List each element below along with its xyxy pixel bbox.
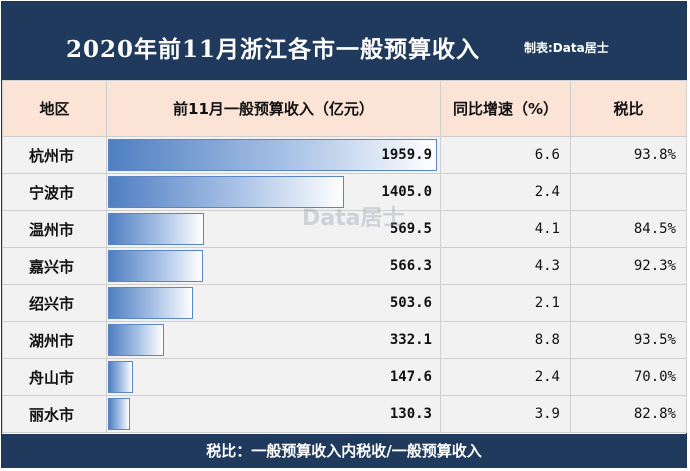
title-bar: 2020年前11月浙江各市一般预算收入 制表:Data居士 — [2, 2, 686, 80]
revenue-cell: 566.3 — [106, 247, 441, 285]
region-cell: 温州市 — [2, 210, 107, 248]
revenue-bar — [108, 213, 204, 245]
tax-ratio-cell: 84.5% — [570, 210, 687, 248]
growth-cell: 2.4 — [440, 173, 571, 211]
credit-label: 制表:Data居士 — [524, 41, 609, 55]
growth-cell: 8.8 — [440, 321, 571, 359]
tax-ratio-cell: 93.5% — [570, 321, 687, 359]
tax-ratio-cell: 92.3% — [570, 247, 687, 285]
revenue-bar — [108, 324, 164, 356]
revenue-bar — [108, 287, 193, 319]
tax-ratio-cell: 70.0% — [570, 358, 687, 396]
table-row: 舟山市 147.6 2.4 70.0% — [2, 358, 687, 396]
growth-cell: 2.1 — [440, 284, 571, 322]
table-row: 嘉兴市 566.3 4.3 92.3% — [2, 247, 687, 285]
growth-cell: 6.6 — [440, 136, 571, 174]
revenue-value: 1959.9 — [381, 147, 432, 163]
page-title: 2020年前11月浙江各市一般预算收入 — [66, 36, 481, 63]
column-header-region: 地区 — [2, 80, 107, 137]
data-table: 地区 前11月一般预算收入（亿元） 同比增速（%） 税比 杭州市 1959.9 … — [2, 80, 687, 433]
revenue-cell: 1405.0 — [106, 173, 441, 211]
revenue-cell: 130.3 — [106, 395, 441, 433]
revenue-value: 332.1 — [389, 332, 432, 348]
region-cell: 绍兴市 — [2, 284, 107, 322]
region-cell: 舟山市 — [2, 358, 107, 396]
revenue-cell: 1959.9 — [106, 136, 441, 174]
tax-ratio-cell: 93.8% — [570, 136, 687, 174]
revenue-value: 147.6 — [389, 369, 432, 385]
revenue-cell: 332.1 — [106, 321, 441, 359]
table-row: 宁波市 1405.0 2.4 — [2, 173, 687, 211]
region-cell: 丽水市 — [2, 395, 107, 433]
table-row: 绍兴市 503.6 2.1 — [2, 284, 687, 322]
tax-ratio-cell — [570, 173, 687, 211]
tax-ratio-cell: 82.8% — [570, 395, 687, 433]
region-cell: 宁波市 — [2, 173, 107, 211]
region-cell: 嘉兴市 — [2, 247, 107, 285]
table-body: 杭州市 1959.9 6.6 93.8% 宁波市 1405.0 2.4 温州市 … — [2, 136, 687, 433]
growth-cell: 2.4 — [440, 358, 571, 396]
revenue-value: 130.3 — [389, 406, 432, 422]
revenue-value: 503.6 — [389, 295, 432, 311]
table-row: 温州市 569.5 4.1 84.5% — [2, 210, 687, 248]
revenue-bar — [108, 139, 437, 171]
revenue-value: 566.3 — [389, 258, 432, 274]
table-row: 湖州市 332.1 8.8 93.5% — [2, 321, 687, 359]
revenue-cell: 569.5 — [106, 210, 441, 248]
growth-cell: 3.9 — [440, 395, 571, 433]
revenue-value: 569.5 — [389, 221, 432, 237]
tax-ratio-cell — [570, 284, 687, 322]
growth-cell: 4.1 — [440, 210, 571, 248]
revenue-cell: 503.6 — [106, 284, 441, 322]
column-header-growth: 同比增速（%） — [440, 80, 571, 137]
region-cell: 湖州市 — [2, 321, 107, 359]
region-cell: 杭州市 — [2, 136, 107, 174]
header-row: 地区 前11月一般预算收入（亿元） 同比增速（%） 税比 — [2, 80, 687, 137]
table-row: 杭州市 1959.9 6.6 93.8% — [2, 136, 687, 174]
revenue-bar — [108, 398, 130, 430]
table-row: 丽水市 130.3 3.9 82.8% — [2, 395, 687, 433]
footer-note: 税比：一般预算收入内税收/一般预算收入 — [2, 434, 686, 468]
growth-cell: 4.3 — [440, 247, 571, 285]
column-header-tax-ratio: 税比 — [570, 80, 687, 137]
revenue-bar — [108, 176, 344, 208]
revenue-bar — [108, 361, 133, 393]
revenue-cell: 147.6 — [106, 358, 441, 396]
revenue-value: 1405.0 — [381, 184, 432, 200]
column-header-revenue: 前11月一般预算收入（亿元） — [106, 80, 441, 137]
revenue-bar — [108, 250, 203, 282]
